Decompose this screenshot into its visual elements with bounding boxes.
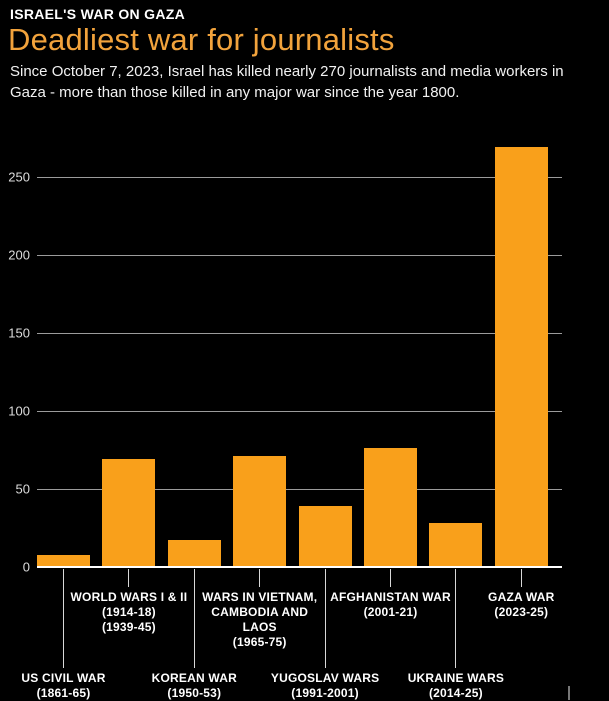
category-label-line: (1914-18) [101, 605, 156, 619]
gridline-200 [37, 255, 562, 256]
y-tick-150: 150 [8, 325, 30, 341]
gridline-150 [37, 333, 562, 334]
bar-korean-war [167, 540, 221, 567]
gridline-50 [37, 489, 562, 490]
leader-line-world-wars-i-ii [128, 569, 130, 587]
kicker: ISRAEL'S WAR ON GAZA [10, 6, 185, 22]
subtitle: Since October 7, 2023, Israel has killed… [10, 63, 564, 101]
category-label-vietnam-cambodia-laos: WARS IN VIETNAM, CAMBODIA AND LAOS (1965-75… [180, 590, 340, 650]
category-label-line: (1939-45) [101, 620, 156, 634]
category-label-korean-war: KOREAN WAR (1950-53) [114, 671, 274, 701]
gridline-0 [37, 566, 562, 568]
category-label-line: (1965-75) [232, 635, 287, 649]
category-label-line: YUGOSLAV WARS [270, 671, 380, 685]
leader-line-afghanistan-war [390, 569, 391, 587]
bar-gaza-war [494, 147, 548, 567]
leader-line-gaza-war [520, 569, 522, 587]
y-tick-250: 250 [8, 169, 30, 185]
bar-yugoslav-wars [298, 506, 352, 567]
category-label-line: (2023-25) [494, 605, 549, 619]
bar-us-civil-war [37, 554, 90, 567]
category-label-line: AFGHANISTAN WAR [330, 590, 451, 604]
category-label-line: (1991-2001) [291, 686, 359, 700]
leader-line-ukraine-wars [455, 569, 457, 668]
bar-vietnam-cambodia-laos [233, 456, 287, 567]
bar-ukraine-wars [429, 523, 483, 567]
gridline-100 [37, 411, 562, 412]
category-label-line: WORLD WARS I & II [70, 590, 188, 604]
leader-line-vietnam-cambodia-laos [259, 569, 261, 587]
category-label-ukraine-wars: UKRAINE WARS (2014-25) [376, 671, 536, 701]
category-label-line: US CIVIL WAR [21, 671, 106, 685]
category-label-line: (1861-65) [36, 686, 91, 700]
category-label-line: WARS IN VIETNAM, [202, 590, 318, 604]
leader-line-us-civil-war [63, 569, 64, 668]
y-tick-100: 100 [8, 403, 30, 419]
category-label-afghanistan-war: AFGHANISTAN WAR (2001-21) [311, 590, 471, 620]
category-label-yugoslav-wars: YUGOSLAV WARS (1991-2001) [245, 671, 405, 701]
category-label-line: CAMBODIA AND [211, 605, 309, 619]
leader-line-yugoslav-wars [324, 569, 326, 668]
category-label-line: KOREAN WAR [151, 671, 237, 685]
category-label-line: (1950-53) [167, 686, 222, 700]
y-tick-0: 0 [22, 559, 30, 575]
category-label-line: LAOS [242, 620, 277, 634]
category-label-line: (2001-21) [363, 605, 418, 619]
bar-afghanistan-war [364, 448, 417, 567]
y-tick-200: 200 [8, 247, 30, 263]
category-label-gaza-war: GAZA WAR (2023-25) [441, 590, 601, 620]
y-tick-50: 50 [15, 481, 30, 497]
bar-world-wars-i-ii [102, 459, 156, 567]
bottom-right-mark [568, 686, 570, 700]
category-label-us-civil-war: US CIVIL WAR (1861-65) [0, 671, 144, 701]
leader-line-korean-war [193, 569, 195, 668]
category-label-world-wars-i-ii: WORLD WARS I & II (1914-18) (1939-45) [49, 590, 209, 635]
page-title: Deadliest war for journalists [8, 22, 395, 57]
category-label-line: GAZA WAR [488, 590, 555, 604]
category-label-line: (2014-25) [428, 686, 483, 700]
gridline-250 [37, 177, 562, 178]
category-label-line: UKRAINE WARS [407, 671, 505, 685]
